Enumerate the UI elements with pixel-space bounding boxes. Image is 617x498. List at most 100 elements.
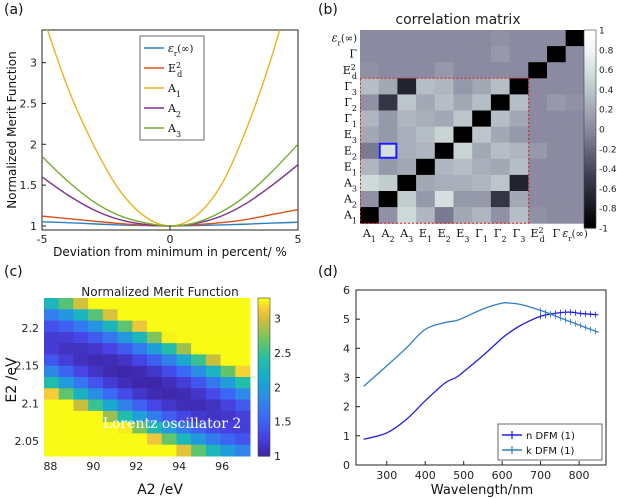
- colorbar-frame: [583, 29, 597, 229]
- colorbar-segment: [258, 345, 270, 349]
- colorbar-segment: [258, 379, 270, 383]
- corr-cell: [547, 110, 567, 128]
- corr-cell: [528, 174, 548, 192]
- colorbar-segment: [584, 119, 596, 123]
- colorbar-segment: [258, 324, 270, 328]
- corr-cell: [547, 174, 567, 192]
- merit-cell: [117, 320, 133, 333]
- merit-cell: [191, 444, 207, 457]
- merit-cell: [147, 298, 163, 310]
- x-tick-label: 0: [167, 233, 174, 246]
- merit-cell: [73, 399, 89, 412]
- colorbar-segment: [258, 392, 270, 397]
- merit-cell: [220, 422, 236, 434]
- colorbar-segment: [258, 429, 270, 433]
- merit-cell: [235, 331, 251, 344]
- merit-cell: [58, 365, 74, 378]
- merit-cell: [44, 388, 60, 401]
- colorbar-segment: [584, 66, 596, 71]
- colorbar-segment: [258, 374, 270, 378]
- corr-cell: [528, 191, 548, 208]
- corr-cell: [472, 78, 492, 95]
- merit-cell: [161, 343, 177, 355]
- merit-cell: [44, 444, 60, 457]
- corr-cell: [360, 62, 380, 79]
- panel-d-ticks: 300 400 500 600 700 800 0 1 2 3 4 5 6: [343, 284, 590, 482]
- merit-cell: [176, 298, 192, 310]
- merit-cell: [220, 388, 236, 401]
- merit-cell: [176, 388, 192, 401]
- corr-cell: [416, 126, 436, 144]
- corr-cell: [360, 30, 380, 47]
- corr-cell: [490, 126, 511, 144]
- merit-cell: [205, 309, 222, 322]
- merit-cell: [132, 354, 148, 367]
- corr-cell: [434, 126, 454, 144]
- merit-cell: [220, 331, 236, 344]
- corr-cell: [434, 46, 454, 63]
- merit-cell: [132, 365, 148, 378]
- colorbar-segment: [258, 387, 270, 391]
- colorbar-segment: [258, 413, 270, 418]
- merit-cell: [235, 320, 251, 333]
- corr-cell: [453, 126, 473, 144]
- merit-cell: [161, 331, 177, 344]
- corr-cell: [453, 62, 473, 79]
- y-tick-label: 2.5: [20, 97, 38, 110]
- col-label: εr(∞): [562, 227, 587, 243]
- legend-entry-2: A1: [167, 82, 181, 99]
- corr-cell: [360, 110, 380, 128]
- y-tick-label: 4: [343, 342, 350, 355]
- merit-cell: [191, 399, 207, 412]
- corr-cell: [397, 191, 417, 208]
- corr-cell: [528, 126, 548, 144]
- merit-cell: [102, 354, 119, 367]
- panel-a-legend: εr(∞) E2 d A1 A2 A3: [139, 35, 205, 141]
- merit-cell: [117, 377, 133, 389]
- corr-cell: [472, 94, 492, 111]
- colorbar-segment: [584, 92, 596, 97]
- col-label: Γ1: [475, 227, 488, 244]
- merit-cell: [191, 422, 207, 434]
- merit-cell: [132, 320, 148, 333]
- merit-cell: [73, 410, 89, 423]
- colorbar-segment: [584, 115, 596, 120]
- y-tick-label: 1: [30, 220, 37, 233]
- merit-cell: [176, 331, 192, 344]
- colorbar-segment: [584, 39, 596, 44]
- merit-cell: [147, 422, 163, 434]
- merit-cell: [191, 354, 207, 367]
- corr-cell: [509, 62, 529, 79]
- colorbar-segment: [258, 358, 270, 362]
- corr-cell: [490, 110, 511, 128]
- colorbar-segment: [584, 36, 596, 41]
- colorbar-segment: [258, 400, 270, 404]
- colorbar-segment: [584, 72, 596, 77]
- corr-cell: [453, 174, 473, 192]
- colorbar-segment: [258, 371, 270, 375]
- colorbar-segment: [584, 46, 596, 51]
- merit-cell: [73, 388, 89, 401]
- panel-c-colorbar: 1 1.5 2 2.5 3: [257, 297, 292, 463]
- merit-cell: [88, 354, 104, 367]
- merit-cell: [58, 410, 74, 423]
- corr-cell: [378, 94, 398, 111]
- corr-cell: [397, 62, 417, 79]
- colorbar-segment: [258, 377, 270, 381]
- corr-cell: [360, 126, 380, 144]
- merit-cell: [191, 388, 207, 401]
- merit-cell: [102, 309, 119, 322]
- colorbar-segment: [258, 450, 270, 454]
- corr-cell: [378, 46, 398, 63]
- series-line-4: [42, 143, 298, 227]
- corr-cell: [397, 158, 417, 176]
- colorbar-segment: [584, 191, 596, 196]
- colorbar-segment: [584, 165, 596, 170]
- col-label: E2: [438, 227, 451, 244]
- colorbar-tick-label: 3: [274, 313, 281, 326]
- merit-cell: [58, 298, 74, 310]
- merit-cell: [132, 331, 148, 344]
- corr-cell: [453, 158, 473, 176]
- corr-cell: [472, 46, 492, 63]
